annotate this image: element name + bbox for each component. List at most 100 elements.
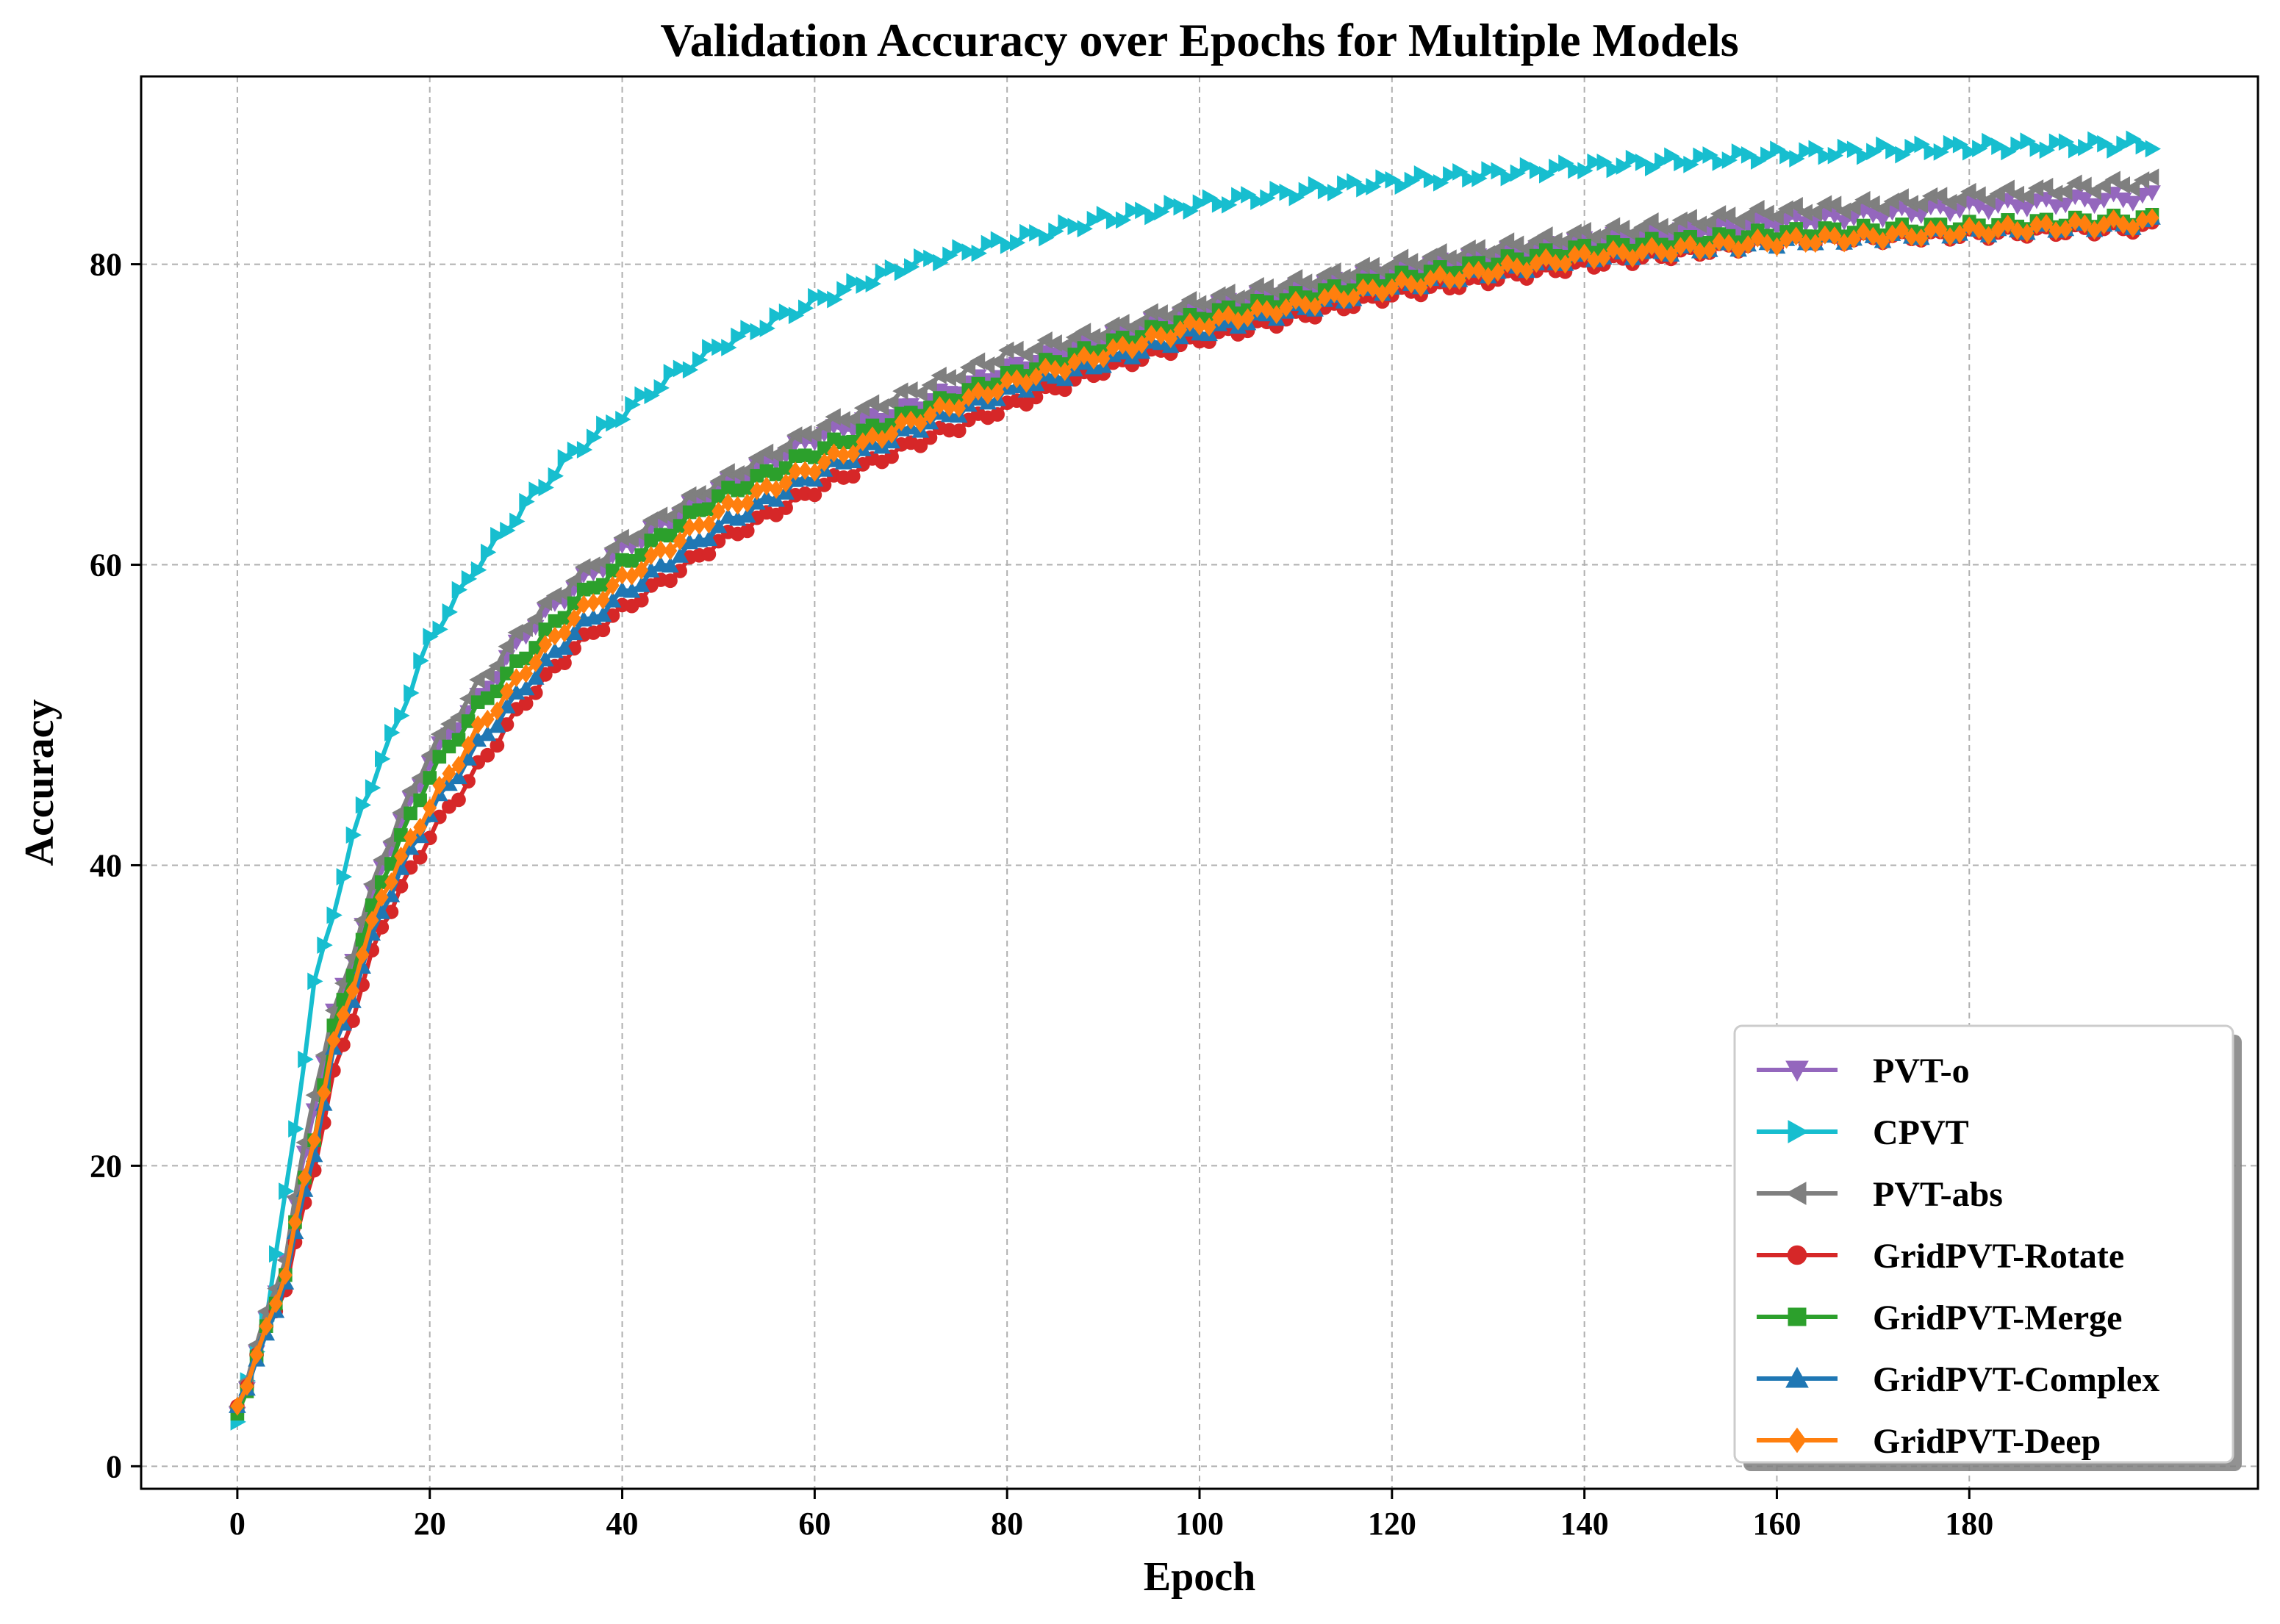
data-point (1519, 261, 1534, 281)
data-point (827, 443, 841, 463)
data-point (451, 581, 468, 599)
data-point (1827, 146, 1844, 165)
legend-marker (1788, 1427, 1807, 1454)
data-point (856, 432, 870, 452)
data-point (1017, 345, 1033, 364)
data-point (817, 453, 831, 473)
data-point (480, 709, 495, 729)
data-point (950, 369, 966, 387)
data-point (1904, 138, 1921, 157)
data-point (1366, 178, 1382, 195)
data-point (845, 469, 861, 484)
data-point (942, 398, 957, 417)
data-point (1308, 297, 1322, 317)
data-point (951, 423, 967, 439)
data-point (517, 619, 533, 638)
data-point (1825, 195, 1842, 214)
x-tick-label: 60 (798, 1506, 831, 1542)
data-point (883, 393, 899, 412)
data-point (288, 1120, 304, 1138)
data-point (1096, 349, 1111, 368)
data-point (317, 936, 333, 955)
data-point (481, 543, 497, 561)
data-point (2068, 212, 2082, 231)
data-point (1895, 220, 1910, 240)
data-point (808, 287, 824, 306)
data-point (1096, 206, 1113, 223)
data-point (1500, 254, 1515, 273)
data-point (933, 254, 949, 272)
data-point (259, 1316, 273, 1336)
legend-box (1733, 1024, 2234, 1464)
data-point (1654, 242, 1668, 262)
data-point (1154, 326, 1169, 345)
data-point (815, 417, 831, 434)
data-point (923, 405, 937, 425)
data-point (798, 299, 814, 317)
data-point (2087, 220, 2101, 240)
data-point (2057, 197, 2075, 214)
data-point (298, 1168, 312, 1188)
data-point (413, 652, 429, 669)
data-point (1768, 208, 1784, 226)
data-point (404, 806, 417, 821)
data-point (1250, 298, 1264, 318)
data-point (914, 248, 930, 266)
data-point (519, 492, 535, 511)
data-point (1366, 279, 1380, 298)
data-point (1471, 169, 1488, 187)
data-point (644, 387, 660, 404)
data-point (2058, 220, 2073, 239)
series-gridpvt-deep (230, 208, 2159, 1416)
data-point (738, 506, 756, 523)
data-point (1385, 278, 1399, 298)
data-point (884, 259, 901, 277)
data-point (2010, 220, 2025, 240)
data-point (1846, 229, 1861, 249)
data-point (1288, 188, 1305, 206)
data-point (1279, 298, 1294, 317)
data-point (1164, 328, 1178, 348)
data-point (298, 1050, 314, 1068)
data-point (911, 384, 928, 403)
data-point (2126, 130, 2142, 148)
data-point (788, 461, 803, 481)
data-point (2001, 143, 2017, 161)
data-point (1010, 234, 1026, 252)
data-point (1048, 222, 1064, 240)
data-point (1613, 220, 1630, 237)
data-point (2076, 176, 2092, 195)
data-point (1799, 234, 1813, 254)
y-tick-label: 0 (106, 1448, 122, 1484)
data-point (1645, 159, 1661, 176)
data-point (1721, 151, 1738, 169)
data-point (1635, 154, 1652, 171)
legend-marker (1787, 1245, 1807, 1265)
data-point (2097, 215, 2111, 234)
data-point (1077, 220, 1093, 238)
data-point (1827, 226, 1842, 245)
data-point (1799, 142, 1815, 160)
data-point (1914, 135, 1930, 154)
data-point (478, 665, 495, 683)
data-point (692, 351, 709, 369)
data-point (326, 906, 343, 924)
data-point (1681, 209, 1697, 227)
data-point (1625, 248, 1640, 268)
data-point (1655, 152, 1671, 170)
data-point (1693, 147, 1709, 165)
data-point (526, 669, 545, 685)
series-group (228, 130, 2162, 1431)
data-point (625, 566, 639, 586)
data-point (961, 243, 978, 261)
data-point (1683, 234, 1698, 254)
data-point (740, 320, 756, 337)
data-point (375, 750, 391, 768)
data-point (2078, 138, 2094, 157)
data-point (394, 847, 408, 866)
data-point (1221, 305, 1236, 325)
data-point (1075, 323, 1091, 340)
data-point (2058, 133, 2075, 151)
data-point (990, 231, 1007, 249)
